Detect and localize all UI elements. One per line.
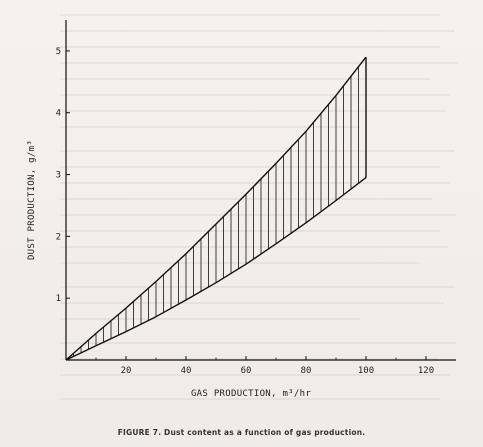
lower-bound-line [65, 177, 367, 361]
y-axis-title: DUST PRODUCTION, g/m³ [27, 140, 37, 260]
x-axis-title: GAS PRODUCTION, m³/hr [191, 389, 311, 399]
tick-marks [66, 50, 427, 360]
axes [65, 20, 456, 361]
x-tick-label: 80 [301, 366, 312, 376]
y-tick-label: 1 [56, 294, 61, 304]
y-tick-label: 2 [56, 232, 61, 242]
x-tick-label: 40 [181, 366, 192, 376]
series-lines [65, 56, 367, 361]
tick-labels: 20 40 60 80 100 120 1 2 3 4 5 [56, 47, 435, 376]
figure-caption: FIGURE 7. Dust content as a function of … [117, 428, 366, 437]
upper-bound-line [65, 56, 367, 361]
x-tick-label: 20 [121, 366, 132, 376]
x-tick-label: 60 [241, 366, 252, 376]
y-tick-label: 4 [56, 109, 61, 119]
y-tick-label: 5 [56, 47, 61, 57]
x-tick-label: 100 [358, 366, 374, 376]
x-tick-label: 120 [418, 366, 434, 376]
hatch-band [73, 57, 367, 357]
y-tick-label: 3 [56, 171, 61, 181]
